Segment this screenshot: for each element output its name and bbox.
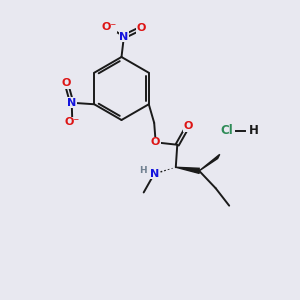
Polygon shape — [176, 167, 199, 173]
Text: O⁻: O⁻ — [101, 22, 116, 32]
Text: N: N — [67, 98, 76, 108]
Text: O: O — [136, 23, 146, 33]
Text: O⁻: O⁻ — [65, 117, 80, 127]
Text: H: H — [249, 124, 258, 137]
Text: O: O — [183, 121, 193, 131]
Text: O: O — [151, 137, 160, 147]
Text: Cl: Cl — [220, 124, 233, 137]
Text: N: N — [119, 32, 128, 42]
Text: O: O — [61, 78, 71, 88]
Polygon shape — [199, 154, 220, 171]
Text: H: H — [139, 166, 147, 175]
Text: N: N — [150, 169, 159, 179]
